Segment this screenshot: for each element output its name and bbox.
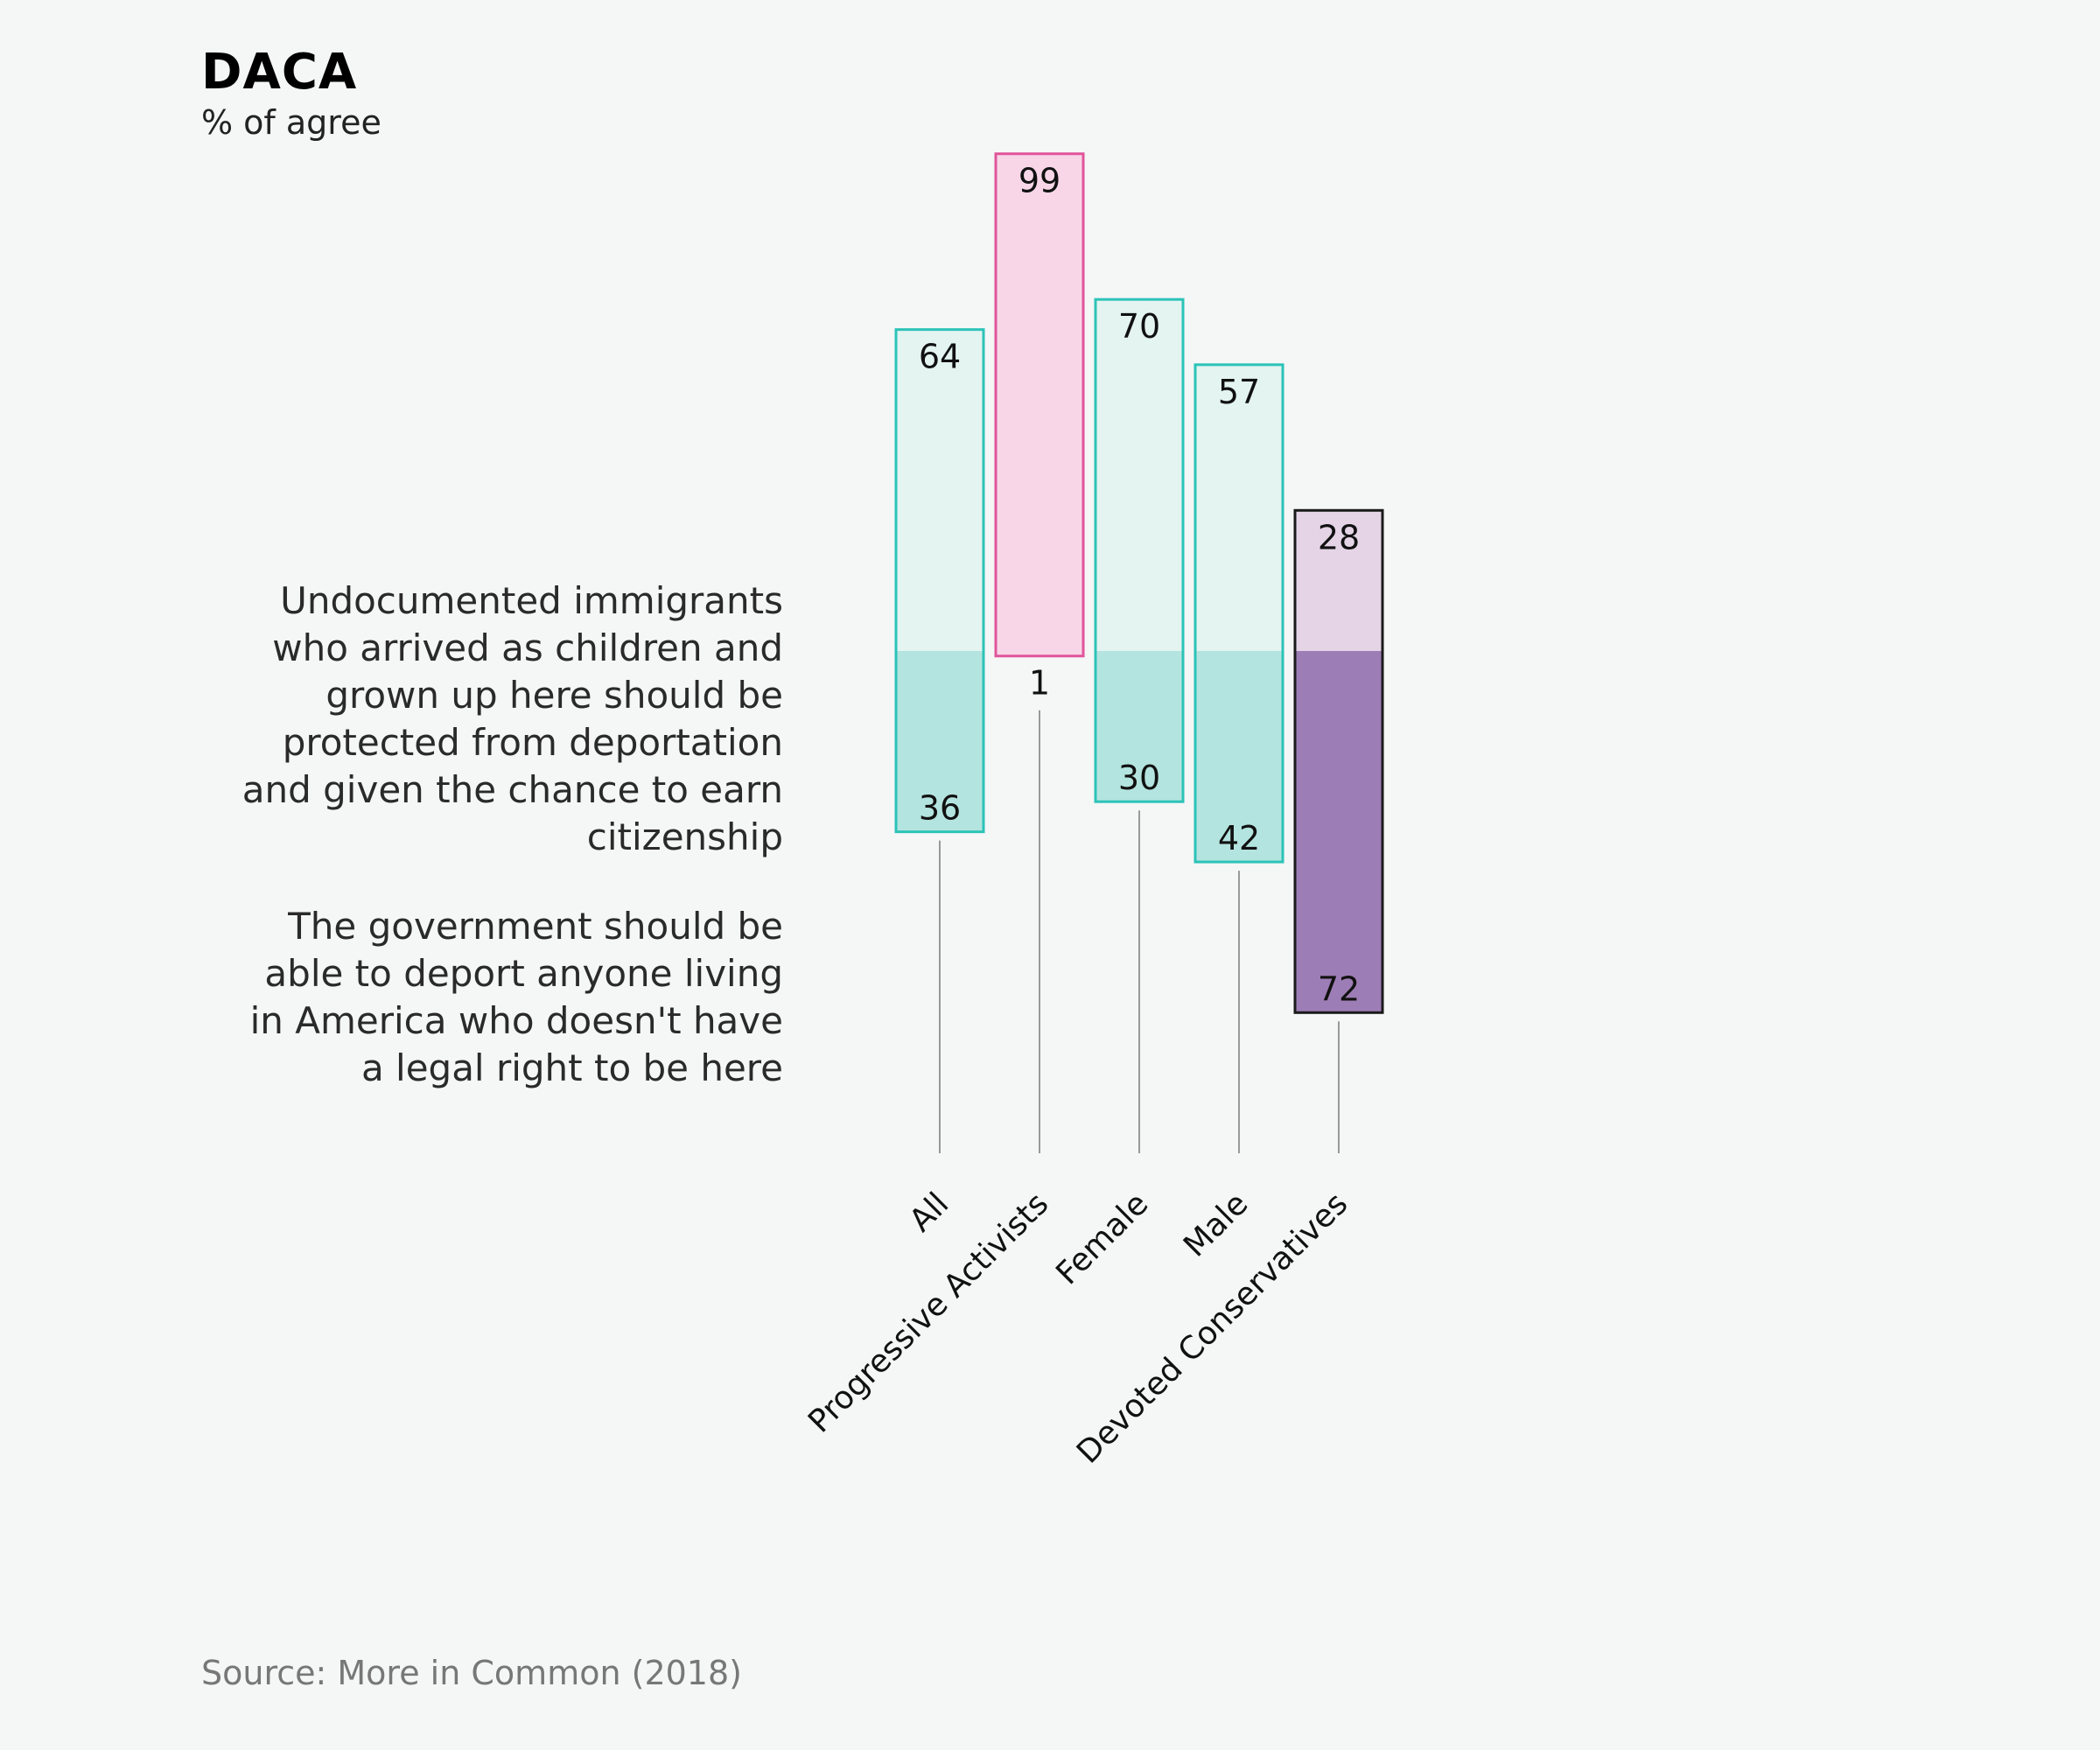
source-note: Source: More in Common (2018): [201, 1654, 742, 1692]
bar-upper-progressive-activists: [996, 153, 1083, 652]
chart-title: DACA: [201, 44, 358, 101]
bar-lower-male: [1195, 651, 1283, 863]
bar-outline-devoted-conservatives: [1293, 508, 1384, 1014]
value-label-upper-devoted-conservatives: 28: [1318, 518, 1360, 556]
value-label-lower-devoted-conservatives: 72: [1318, 970, 1360, 1008]
value-label-upper-progressive-activists: 99: [1018, 162, 1060, 200]
bar-lower-all: [896, 651, 984, 832]
value-label-upper-male: 57: [1218, 373, 1260, 411]
value-label-lower-male: 42: [1218, 819, 1260, 858]
statement-top-label: Undocumented immigrants who arrived as c…: [242, 579, 783, 858]
bar-outline-progressive-activists: [994, 152, 1085, 658]
bar-outline-male: [1194, 363, 1284, 864]
bar-lower-devoted-conservatives: [1295, 651, 1382, 1013]
category-label-all: All: [903, 1186, 956, 1239]
bar-upper-female: [1096, 299, 1183, 651]
value-label-upper-female: 70: [1118, 307, 1160, 346]
category-label-female: Female: [1049, 1186, 1155, 1292]
bar-upper-male: [1195, 364, 1283, 651]
value-label-lower-all: 36: [919, 789, 961, 828]
bar-upper-all: [896, 329, 984, 651]
bar-outline-all: [894, 328, 985, 834]
bar-lower-progressive-activists: [996, 651, 1083, 656]
chart-subtitle: % of agree: [201, 103, 382, 142]
category-label-male: Male: [1177, 1186, 1255, 1264]
value-label-lower-female: 30: [1118, 759, 1160, 797]
bar-upper-devoted-conservatives: [1295, 510, 1382, 651]
value-label-upper-all: 64: [919, 338, 961, 376]
bar-lower-female: [1096, 651, 1183, 802]
value-label-lower-progressive-activists: 1: [1029, 664, 1050, 703]
bar-outline-female: [1094, 298, 1185, 803]
statement-bottom-label: The government should be able to deport …: [249, 905, 783, 1089]
